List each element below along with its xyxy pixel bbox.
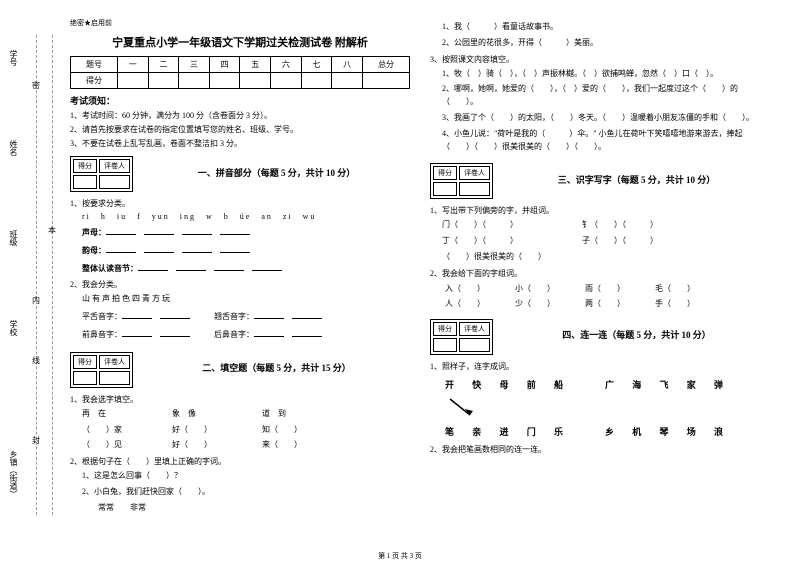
th-9: 总分 xyxy=(362,57,409,73)
score-header-row: 题号 一 二 三 四 五 六 七 八 总分 xyxy=(71,57,410,73)
th-4: 四 xyxy=(209,57,240,73)
s3-q2: 2、我会给下面的字组词。 xyxy=(430,268,770,279)
exam-title: 宁夏重点小学一年级语文下学期过关检测试卷 附解析 xyxy=(70,34,410,50)
th-5: 五 xyxy=(240,57,271,73)
s2-q1-row3: （ ）见好（ ）来（ ） xyxy=(70,439,410,452)
score-table: 题号 一 二 三 四 五 六 七 八 总分 得分 xyxy=(70,56,410,89)
s2r-q3-1: 1、牧（ ）骑（ ），（ ）声振林樾。（ ）欲捕鸣蝉，忽然（ ）口（ ）。 xyxy=(430,68,770,81)
section1-score-box: 得分评卷人 xyxy=(70,156,133,192)
section2-title: 二、填空题（每题 5 分，共计 15 分） xyxy=(143,361,410,374)
confidential-label: 绝密★启用前 xyxy=(70,18,410,28)
th-3: 三 xyxy=(179,57,210,73)
label-xuexiao: 学校 xyxy=(8,320,19,336)
notice-2: 2、请首先按要求在试卷的指定位置填写您的姓名、班级、学号。 xyxy=(70,124,410,136)
dotted-line-2 xyxy=(52,35,53,515)
pingshe-row: 平舌音字： 翘舌音字： xyxy=(70,309,410,324)
left-column: 绝密★启用前 宁夏重点小学一年级语文下学期过关检测试卷 附解析 题号 一 二 三… xyxy=(60,18,420,540)
notice-1: 1、考试时间：60 分钟，满分为 100 分（含卷面分 3 分）。 xyxy=(70,110,410,122)
s2-q1-row2: （ ）家好（ ）知（ ） xyxy=(70,424,410,437)
section4-score-box: 得分评卷人 xyxy=(430,319,493,355)
th-0: 题号 xyxy=(71,57,118,73)
s2r-1: 1、我（ ）看童话故事书。 xyxy=(430,21,770,34)
right-column: 1、我（ ）看童话故事书。 2、公园里的花很多，开得（ ）美丽。 3、按照课文内… xyxy=(420,18,780,540)
s2r-q3-3: 3、我画了个（ ）的太阳，（ ）冬天。（ ）温暖着小朋友冻僵的手和（ ）。 xyxy=(430,112,770,125)
th-8: 八 xyxy=(332,57,363,73)
label-feng: 封 xyxy=(32,435,40,446)
section3-score-box: 得分评卷人 xyxy=(430,163,493,199)
s2r-2: 2、公园里的花很多，开得（ ）美丽。 xyxy=(430,37,770,50)
label-xiangzhen: 乡镇（街道） xyxy=(8,450,19,498)
s2r-q3-2: 2、哪啊，她啊，她爱的（ ），（ ）爱的（ ），我们一起度过这个（ ）的（ ）。 xyxy=(430,83,770,109)
s2r-q3: 3、按照课文内容填空。 xyxy=(430,54,770,65)
section2-score-box: 得分评卷人 xyxy=(70,352,133,388)
section4-title: 四、连一连（每题 5 分，共计 10 分） xyxy=(503,328,770,341)
th-2: 二 xyxy=(148,57,179,73)
s1-q2-chars: 山 有 声 拍 色 四 青 方 玩 xyxy=(70,293,410,306)
section3-title: 三、识字写字（每题 5 分，共计 10 分） xyxy=(503,173,770,186)
label-xian: 线 xyxy=(32,355,40,366)
th-6: 六 xyxy=(271,57,302,73)
yunmu-row: 韵母： xyxy=(70,243,410,258)
shengmu-row: 声母： xyxy=(70,225,410,240)
label-mi: 密 xyxy=(32,80,40,91)
s2-q2-2: 2、小白兔，我们赶快回家（ ）。 xyxy=(70,486,410,499)
s1-pinyin: ri h iu f yun ing w b üe an zi wu xyxy=(70,211,410,222)
notice-title: 考试须知： xyxy=(70,94,410,107)
s3-q2-row2: 人（ ）少（ ）两（ ）手（ ） xyxy=(430,298,770,309)
s2-q2-1: 1、这是怎么回事（ ）？ xyxy=(70,470,410,483)
s2-q1: 1、我会选字填空。 xyxy=(70,394,410,405)
s1-q2: 2、我会分类。 xyxy=(70,279,410,290)
label-xuehao: 学号 xyxy=(8,50,19,66)
s4-row2: 笔 亲 进 门 乐 乡 机 琴 场 浪 xyxy=(430,425,770,438)
notice-3: 3、不要在试卷上乱写乱画，卷面不整洁扣 3 分。 xyxy=(70,138,410,150)
s1-q1: 1、按要求分类。 xyxy=(70,198,410,209)
s2-q1-row1: 再 在象 像道 到 xyxy=(70,408,410,421)
s4-row1: 开 快 母 前 船 广 海 飞 家 弹 xyxy=(430,378,770,391)
s3-r2: 丁（ ）（ ）子（ ）（ ） xyxy=(430,235,770,248)
label-nei: 内 xyxy=(32,295,40,306)
binding-margin: 学号 姓名 班级 学校 乡镇（街道） 密 本 内 线 封 xyxy=(8,20,58,520)
s4-q1: 1、照样子，连字成词。 xyxy=(430,361,770,372)
s2-q2: 2、根据句子在（ ）里填上正确的字词。 xyxy=(70,456,410,467)
s4-q2: 2、我会把笔画数相同的连一连。 xyxy=(430,444,770,455)
section1-title: 一、拼音部分（每题 5 分，共计 10 分） xyxy=(143,166,410,179)
s2-q2-3: 常常 非常 xyxy=(70,502,410,515)
connect-arrow xyxy=(445,397,745,417)
th-1: 一 xyxy=(117,57,148,73)
label-xingming: 姓名 xyxy=(8,140,19,156)
s3-q2-row1: 入（ ）小（ ）雨（ ）毛（ ） xyxy=(430,283,770,294)
score-value-row: 得分 xyxy=(71,73,410,89)
s3-q1: 1、写出带下列偏旁的字，并组词。 xyxy=(430,205,770,216)
s3-r1: 门（ ）（ ）钅（ ）（ ） xyxy=(430,219,770,232)
page-content: 绝密★启用前 宁夏重点小学一年级语文下学期过关检测试卷 附解析 题号 一 二 三… xyxy=(0,0,800,550)
th-7: 七 xyxy=(301,57,332,73)
s3-r3: （ ）很美很美的（ ） xyxy=(430,251,770,264)
page-footer: 第 1 页 共 3 页 xyxy=(0,551,800,561)
label-ben: 本 xyxy=(48,225,56,236)
s2r-q3-4: 4、小鱼儿说："荷叶是我的（ ）伞。" 小鱼儿在荷叶下笑嘻嘻地游来游去，捧起（ … xyxy=(430,128,770,154)
row-label: 得分 xyxy=(71,73,118,89)
zhengti-row: 整体认读音节： xyxy=(70,261,410,276)
label-banji: 班级 xyxy=(8,230,19,246)
qianbi-row: 前鼻音字： 后鼻音字： xyxy=(70,327,410,342)
